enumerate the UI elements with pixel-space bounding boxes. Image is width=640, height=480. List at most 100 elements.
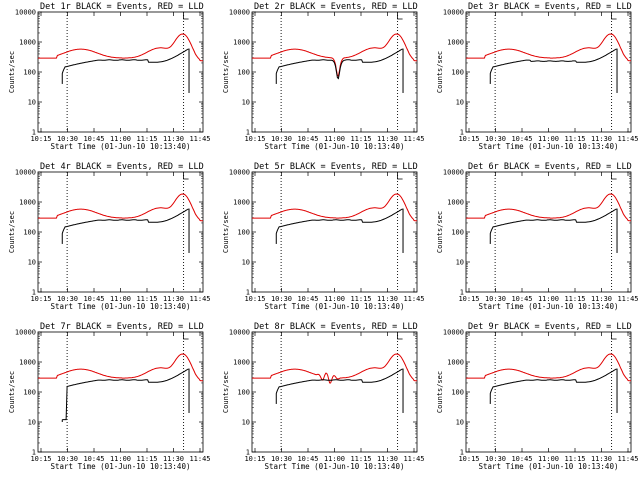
y-tick-label: 10 bbox=[456, 419, 464, 427]
y-tick-label: 1 bbox=[460, 129, 464, 137]
panel-title: Det 5r BLACK = Events, RED = LLD bbox=[254, 162, 418, 172]
flag-marker bbox=[397, 13, 403, 20]
y-tick-label: 1 bbox=[246, 129, 250, 137]
y-tick-label: 1000 bbox=[447, 359, 464, 367]
x-axis-label: Start Time (01-Jun-10 10:13:40) bbox=[51, 142, 191, 151]
x-tick-label: 10:15 bbox=[30, 295, 51, 303]
x-tick-label: 10:45 bbox=[297, 455, 318, 463]
y-tick-label: 10 bbox=[242, 99, 250, 107]
y-tick-label: 10000 bbox=[229, 9, 250, 17]
panel-title: Det 3r BLACK = Events, RED = LLD bbox=[468, 2, 632, 12]
x-tick-label: 11:30 bbox=[377, 295, 398, 303]
x-tick-label: 10:45 bbox=[83, 455, 104, 463]
y-tick-label: 100 bbox=[237, 229, 250, 237]
x-tick-label: 10:30 bbox=[485, 295, 506, 303]
x-tick-label: 11:45 bbox=[617, 135, 638, 143]
events-series-line bbox=[61, 48, 189, 74]
lld-series-line bbox=[38, 193, 203, 222]
events-series-line bbox=[489, 48, 617, 74]
panel-det-5: Det 5r BLACK = Events, RED = LLD 1 10 100 10… bbox=[222, 162, 425, 311]
plot-frame bbox=[37, 331, 204, 453]
y-tick-label: 1 bbox=[246, 449, 250, 457]
y-tick-label: 10 bbox=[28, 259, 36, 267]
panel-det-8: Det 8r BLACK = Events, RED = LLD 1 10 100 10… bbox=[222, 322, 425, 471]
x-tick-label: 10:15 bbox=[30, 135, 51, 143]
x-tick-label: 10:30 bbox=[271, 135, 292, 143]
x-tick-label: 10:45 bbox=[297, 135, 318, 143]
y-tick-label: 10 bbox=[242, 419, 250, 427]
x-tick-label: 11:15 bbox=[136, 295, 157, 303]
y-axis-label: Counts/sec bbox=[8, 371, 16, 413]
y-tick-label: 10000 bbox=[229, 169, 250, 177]
lld-series-line bbox=[252, 33, 417, 77]
panel-title: Det 2r BLACK = Events, RED = LLD bbox=[254, 2, 418, 12]
x-tick-label: 11:30 bbox=[591, 455, 612, 463]
x-tick-label: 10:30 bbox=[57, 295, 78, 303]
y-tick-label: 1000 bbox=[19, 39, 36, 47]
panel-det-7: Det 7r BLACK = Events, RED = LLD 1 10 100 10… bbox=[8, 322, 211, 471]
y-tick-label: 1 bbox=[32, 129, 36, 137]
y-tick-label: 10 bbox=[456, 259, 464, 267]
events-series-line bbox=[62, 368, 189, 421]
panel-title: Det 1r BLACK = Events, RED = LLD bbox=[40, 2, 204, 12]
y-tick-label: 1 bbox=[32, 289, 36, 297]
y-axis-label: Counts/sec bbox=[222, 211, 230, 253]
x-tick-label: 11:00 bbox=[110, 455, 131, 463]
x-tick-label: 11:00 bbox=[324, 455, 345, 463]
y-tick-label: 100 bbox=[23, 229, 36, 237]
y-axis-label: Counts/sec bbox=[436, 371, 444, 413]
x-tick-label: 10:15 bbox=[30, 455, 51, 463]
y-tick-label: 1000 bbox=[19, 199, 36, 207]
x-axis-label: Start Time (01-Jun-10 10:13:40) bbox=[51, 302, 191, 311]
flag-marker bbox=[397, 173, 403, 180]
x-axis-label: Start Time (01-Jun-10 10:13:40) bbox=[265, 302, 405, 311]
x-axis-label: Start Time (01-Jun-10 10:13:40) bbox=[479, 142, 619, 151]
x-tick-label: 11:00 bbox=[538, 295, 559, 303]
x-tick-label: 11:45 bbox=[403, 135, 424, 143]
y-tick-label: 1000 bbox=[19, 359, 36, 367]
y-axis-label: Counts/sec bbox=[222, 371, 230, 413]
x-tick-label: 11:30 bbox=[591, 295, 612, 303]
x-tick-label: 10:15 bbox=[458, 455, 479, 463]
y-axis-label: Counts/sec bbox=[436, 51, 444, 93]
x-tick-label: 10:15 bbox=[244, 135, 265, 143]
y-tick-label: 1 bbox=[32, 449, 36, 457]
x-tick-label: 10:45 bbox=[83, 135, 104, 143]
x-tick-label: 10:30 bbox=[485, 135, 506, 143]
y-tick-label: 1 bbox=[246, 289, 250, 297]
lld-series-line bbox=[252, 193, 417, 222]
y-tick-label: 1000 bbox=[233, 199, 250, 207]
x-tick-label: 11:45 bbox=[617, 295, 638, 303]
y-tick-label: 10 bbox=[242, 259, 250, 267]
x-tick-label: 10:45 bbox=[297, 295, 318, 303]
x-tick-label: 11:15 bbox=[350, 455, 371, 463]
y-tick-label: 1 bbox=[460, 449, 464, 457]
x-tick-label: 10:30 bbox=[271, 455, 292, 463]
x-tick-label: 11:15 bbox=[564, 455, 585, 463]
x-axis-label: Start Time (01-Jun-10 10:13:40) bbox=[51, 462, 191, 471]
x-tick-label: 11:45 bbox=[189, 455, 210, 463]
x-tick-label: 11:15 bbox=[350, 135, 371, 143]
x-tick-label: 11:45 bbox=[403, 295, 424, 303]
panel-det-9: Det 9r BLACK = Events, RED = LLD 1 10 100 10… bbox=[436, 322, 639, 471]
flag-marker bbox=[611, 333, 617, 340]
y-tick-label: 10000 bbox=[443, 9, 464, 17]
y-tick-label: 10000 bbox=[15, 9, 36, 17]
y-tick-label: 10000 bbox=[15, 169, 36, 177]
y-tick-label: 10000 bbox=[15, 329, 36, 337]
events-series-line bbox=[489, 368, 617, 394]
lld-series-line bbox=[466, 193, 631, 222]
x-tick-label: 11:30 bbox=[163, 135, 184, 143]
x-tick-label: 11:30 bbox=[163, 295, 184, 303]
y-tick-label: 100 bbox=[237, 389, 250, 397]
lld-series-line bbox=[252, 353, 417, 384]
x-tick-label: 11:30 bbox=[377, 135, 398, 143]
x-tick-label: 11:00 bbox=[324, 135, 345, 143]
x-tick-label: 11:45 bbox=[189, 295, 210, 303]
x-tick-label: 11:15 bbox=[564, 295, 585, 303]
panel-det-3: Det 3r BLACK = Events, RED = LLD 1 10 100 10… bbox=[436, 2, 639, 151]
flag-marker bbox=[183, 13, 189, 20]
x-tick-label: 10:15 bbox=[244, 455, 265, 463]
x-tick-label: 10:15 bbox=[458, 135, 479, 143]
x-tick-label: 10:15 bbox=[244, 295, 265, 303]
